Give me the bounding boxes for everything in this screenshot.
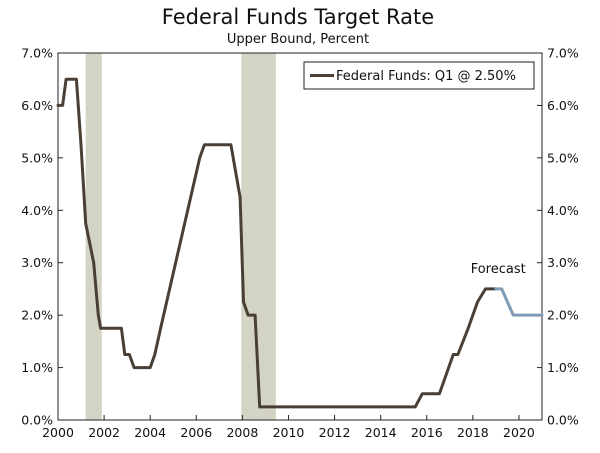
series-lines — [56, 77, 544, 409]
x-tick-label-0: 2000 — [42, 425, 74, 440]
y-tick-label-left-7: 7.0% — [21, 46, 53, 61]
y-tick-label-right-0: 0.0% — [547, 413, 579, 428]
y-tick-label-right-4: 4.0% — [547, 203, 579, 218]
y-tick-label-right-7: 7.0% — [547, 46, 579, 61]
x-tick-label-8: 2016 — [411, 425, 443, 440]
x-tick-label-6: 2012 — [319, 425, 351, 440]
recession-bands — [85, 53, 276, 420]
y-tick-label-left-1: 1.0% — [21, 360, 53, 375]
x-tick-label-1: 2002 — [88, 425, 120, 440]
legend-label: Federal Funds: Q1 @ 2.50% — [336, 69, 516, 84]
y-tick-label-right-1: 1.0% — [547, 360, 579, 375]
y-tick-label-right-3: 3.0% — [547, 255, 579, 270]
y-tick-label-right-2: 2.0% — [547, 308, 579, 323]
chart-title: Federal Funds Target Rate — [162, 5, 434, 29]
x-tick-label-2: 2004 — [134, 425, 166, 440]
forecast-annotation: Forecast — [471, 262, 526, 277]
x-tick-label-3: 2006 — [180, 425, 212, 440]
y-tick-label-left-2: 2.0% — [21, 308, 53, 323]
chart-subtitle: Upper Bound, Percent — [227, 32, 369, 47]
x-tick-label-9: 2018 — [457, 425, 489, 440]
x-tick-label-10: 2020 — [503, 425, 535, 440]
y-tick-label-right-5: 5.0% — [547, 150, 579, 165]
y-tick-label-left-6: 6.0% — [21, 98, 53, 113]
legend-box — [303, 61, 535, 90]
y-tick-label-left-3: 3.0% — [21, 255, 53, 270]
x-tick-label-4: 2008 — [226, 425, 258, 440]
x-tick-label-7: 2014 — [365, 425, 397, 440]
x-tick-label-5: 2010 — [273, 425, 305, 440]
y-tick-label-left-5: 5.0% — [21, 150, 53, 165]
y-tick-label-right-6: 6.0% — [547, 98, 579, 113]
series-line-0 — [56, 77, 498, 409]
y-tick-label-left-0: 0.0% — [21, 413, 53, 428]
recession-band-0 — [85, 53, 102, 420]
plot-frame — [57, 52, 543, 421]
axis-ticks: 0.0% 0.0% 1.0% 1.0% 2.0% 2.0% 3.0% 3.0% 4.0% 4.0%… — [21, 46, 579, 441]
legend: Federal Funds: Q1 @ 2.50% — [303, 61, 535, 90]
series-line-1 — [494, 287, 544, 317]
y-tick-label-left-4: 4.0% — [21, 203, 53, 218]
